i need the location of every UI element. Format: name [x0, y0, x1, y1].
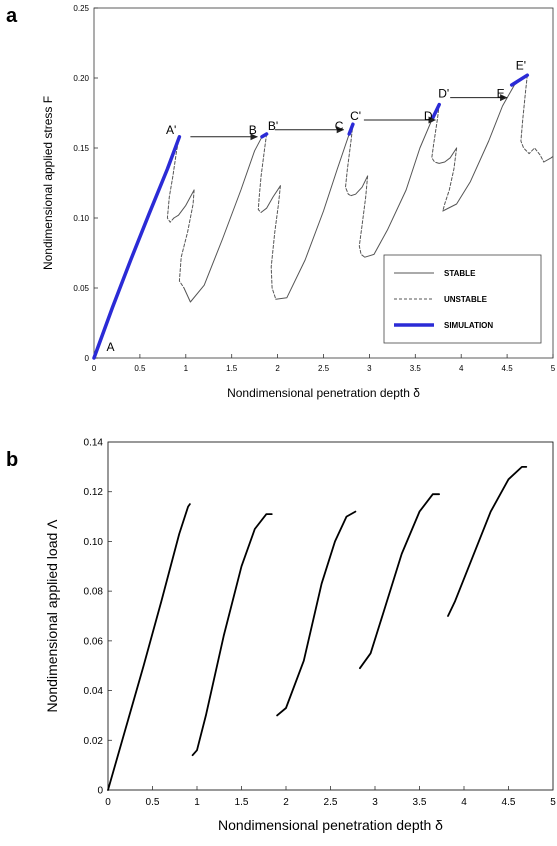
legend-simulation-label: SIMULATION: [444, 321, 493, 330]
y-tick-label: 0: [85, 354, 90, 363]
x-tick-label: 0.5: [134, 364, 146, 373]
x-tick-label: 2.5: [324, 797, 338, 808]
point-label: A': [166, 123, 176, 137]
stable-curve-segment: [173, 189, 195, 219]
curve-curve-segment: [107, 503, 191, 791]
unstable-curve-segment: [345, 123, 354, 197]
y-tick-label: 0.14: [84, 438, 104, 449]
y-tick-label: 0: [97, 786, 103, 797]
x-tick-label: 4: [459, 364, 464, 373]
x-tick-label: 0: [92, 364, 97, 373]
point-label: A: [107, 340, 115, 354]
unstable-curve-segment: [257, 133, 268, 213]
panel-a-series: [92, 73, 554, 360]
stable-curve-segment: [364, 104, 440, 258]
stable-curve-segment: [260, 185, 281, 213]
panel-b-plot-frame: [107, 441, 554, 791]
y-tick-label: 0.06: [84, 636, 104, 647]
x-tick-label: 2: [283, 797, 289, 808]
x-tick-label: 5: [551, 364, 556, 373]
x-tick-label: 3.5: [413, 797, 427, 808]
point-label: B: [249, 123, 257, 137]
curve-curve-segment: [191, 513, 273, 757]
y-tick-label: 0.15: [73, 144, 89, 153]
x-tick-label: 4: [461, 797, 467, 808]
stable-curve-segment: [350, 175, 369, 197]
y-tick-label: 0.08: [84, 587, 104, 598]
y-tick-label: 0.20: [73, 74, 89, 83]
unstable-curve-segment: [358, 175, 369, 258]
x-tick-label: 1: [184, 364, 189, 373]
y-tick-label: 0.04: [84, 686, 104, 697]
x-tick-label: 2: [275, 364, 280, 373]
stable-curve-segment: [183, 133, 268, 303]
simulation-curve-segment: [260, 132, 269, 139]
unstable-curve-segment: [166, 136, 180, 223]
legend-unstable-label: UNSTABLE: [444, 295, 488, 304]
x-tick-label: 1.5: [235, 797, 249, 808]
x-tick-label: 1.5: [226, 364, 238, 373]
panel-a-legend: STABLE UNSTABLE SIMULATION: [383, 254, 542, 344]
curve-curve-segment: [276, 510, 357, 717]
panel-b-series: [107, 466, 528, 791]
y-tick-label: 0.25: [73, 4, 89, 13]
panel-b-x-axis-label: Nondimensional penetration depth δ: [218, 817, 443, 833]
x-tick-label: 4.5: [502, 797, 516, 808]
x-tick-label: 3.5: [410, 364, 422, 373]
panel-b: b 0 0.5 1 1.5 2 2.5 3 3.5 4 4.5 5 0 0.02 0.04 0.06 0.08…: [6, 438, 556, 834]
y-tick-label: 0.10: [84, 537, 104, 548]
y-tick-label: 0.02: [84, 736, 104, 747]
panel-a-annotations: A A' B B' C C' D D' E E': [107, 59, 527, 354]
simulation-curve-segment: [92, 135, 182, 360]
point-label: D': [438, 87, 449, 101]
legend-stable-label: STABLE: [444, 269, 476, 278]
panel-b-letter: b: [6, 449, 18, 471]
stable-curve-segment: [543, 155, 554, 163]
curve-curve-segment: [359, 493, 440, 670]
point-label: E': [516, 59, 526, 73]
panel-a-y-axis-label: Nondimensional applied stress F: [41, 96, 55, 270]
y-tick-label: 0.05: [73, 284, 89, 293]
panel-b-axes: 0 0.5 1 1.5 2 2.5 3 3.5 4 4.5 5 0 0.02 0.04 0.06 0.08 0.…: [84, 438, 557, 809]
panel-a-letter: a: [6, 5, 18, 27]
stable-curve-segment: [438, 147, 458, 164]
point-label: C: [335, 119, 344, 133]
y-tick-label: 0.10: [73, 214, 89, 223]
unstable-curve-segment: [442, 147, 458, 212]
x-tick-label: 2.5: [318, 364, 330, 373]
point-label: E: [497, 87, 505, 101]
x-tick-label: 3: [367, 364, 372, 373]
unstable-curve-segment: [431, 104, 440, 164]
panel-a: a 0 0.5 1 1.5 2 2.5 3 3.5 4 4.5 5 0 0.05 0.10 0.15 0.20…: [6, 4, 556, 400]
x-tick-label: 3: [372, 797, 378, 808]
simulation-curve-segment: [347, 122, 355, 136]
point-label: C': [350, 109, 361, 123]
x-tick-label: 4.5: [502, 364, 514, 373]
x-tick-label: 0.5: [146, 797, 160, 808]
curve-curve-segment: [447, 466, 528, 617]
unstable-curve-segment: [520, 74, 545, 163]
simulation-curve-segment: [509, 73, 530, 87]
unstable-curve-segment: [270, 185, 281, 300]
x-tick-label: 0: [105, 797, 111, 808]
unstable-curve-segment: [178, 189, 195, 289]
panel-a-axes: 0 0.5 1 1.5 2 2.5 3 3.5 4 4.5 5 0 0.05 0.10 0.15 0.20 0.…: [73, 4, 555, 373]
y-tick-label: 0.12: [84, 487, 104, 498]
stable-curve-segment: [442, 74, 528, 212]
panel-a-x-axis-label: Nondimensional penetration depth δ: [227, 386, 420, 400]
point-label: D: [424, 109, 433, 123]
point-label: B': [268, 119, 278, 133]
x-tick-label: 5: [550, 797, 556, 808]
stable-curve-segment: [275, 123, 354, 300]
x-tick-label: 1: [194, 797, 200, 808]
panel-b-y-axis-label: Nondimensional applied load Λ: [44, 519, 60, 713]
